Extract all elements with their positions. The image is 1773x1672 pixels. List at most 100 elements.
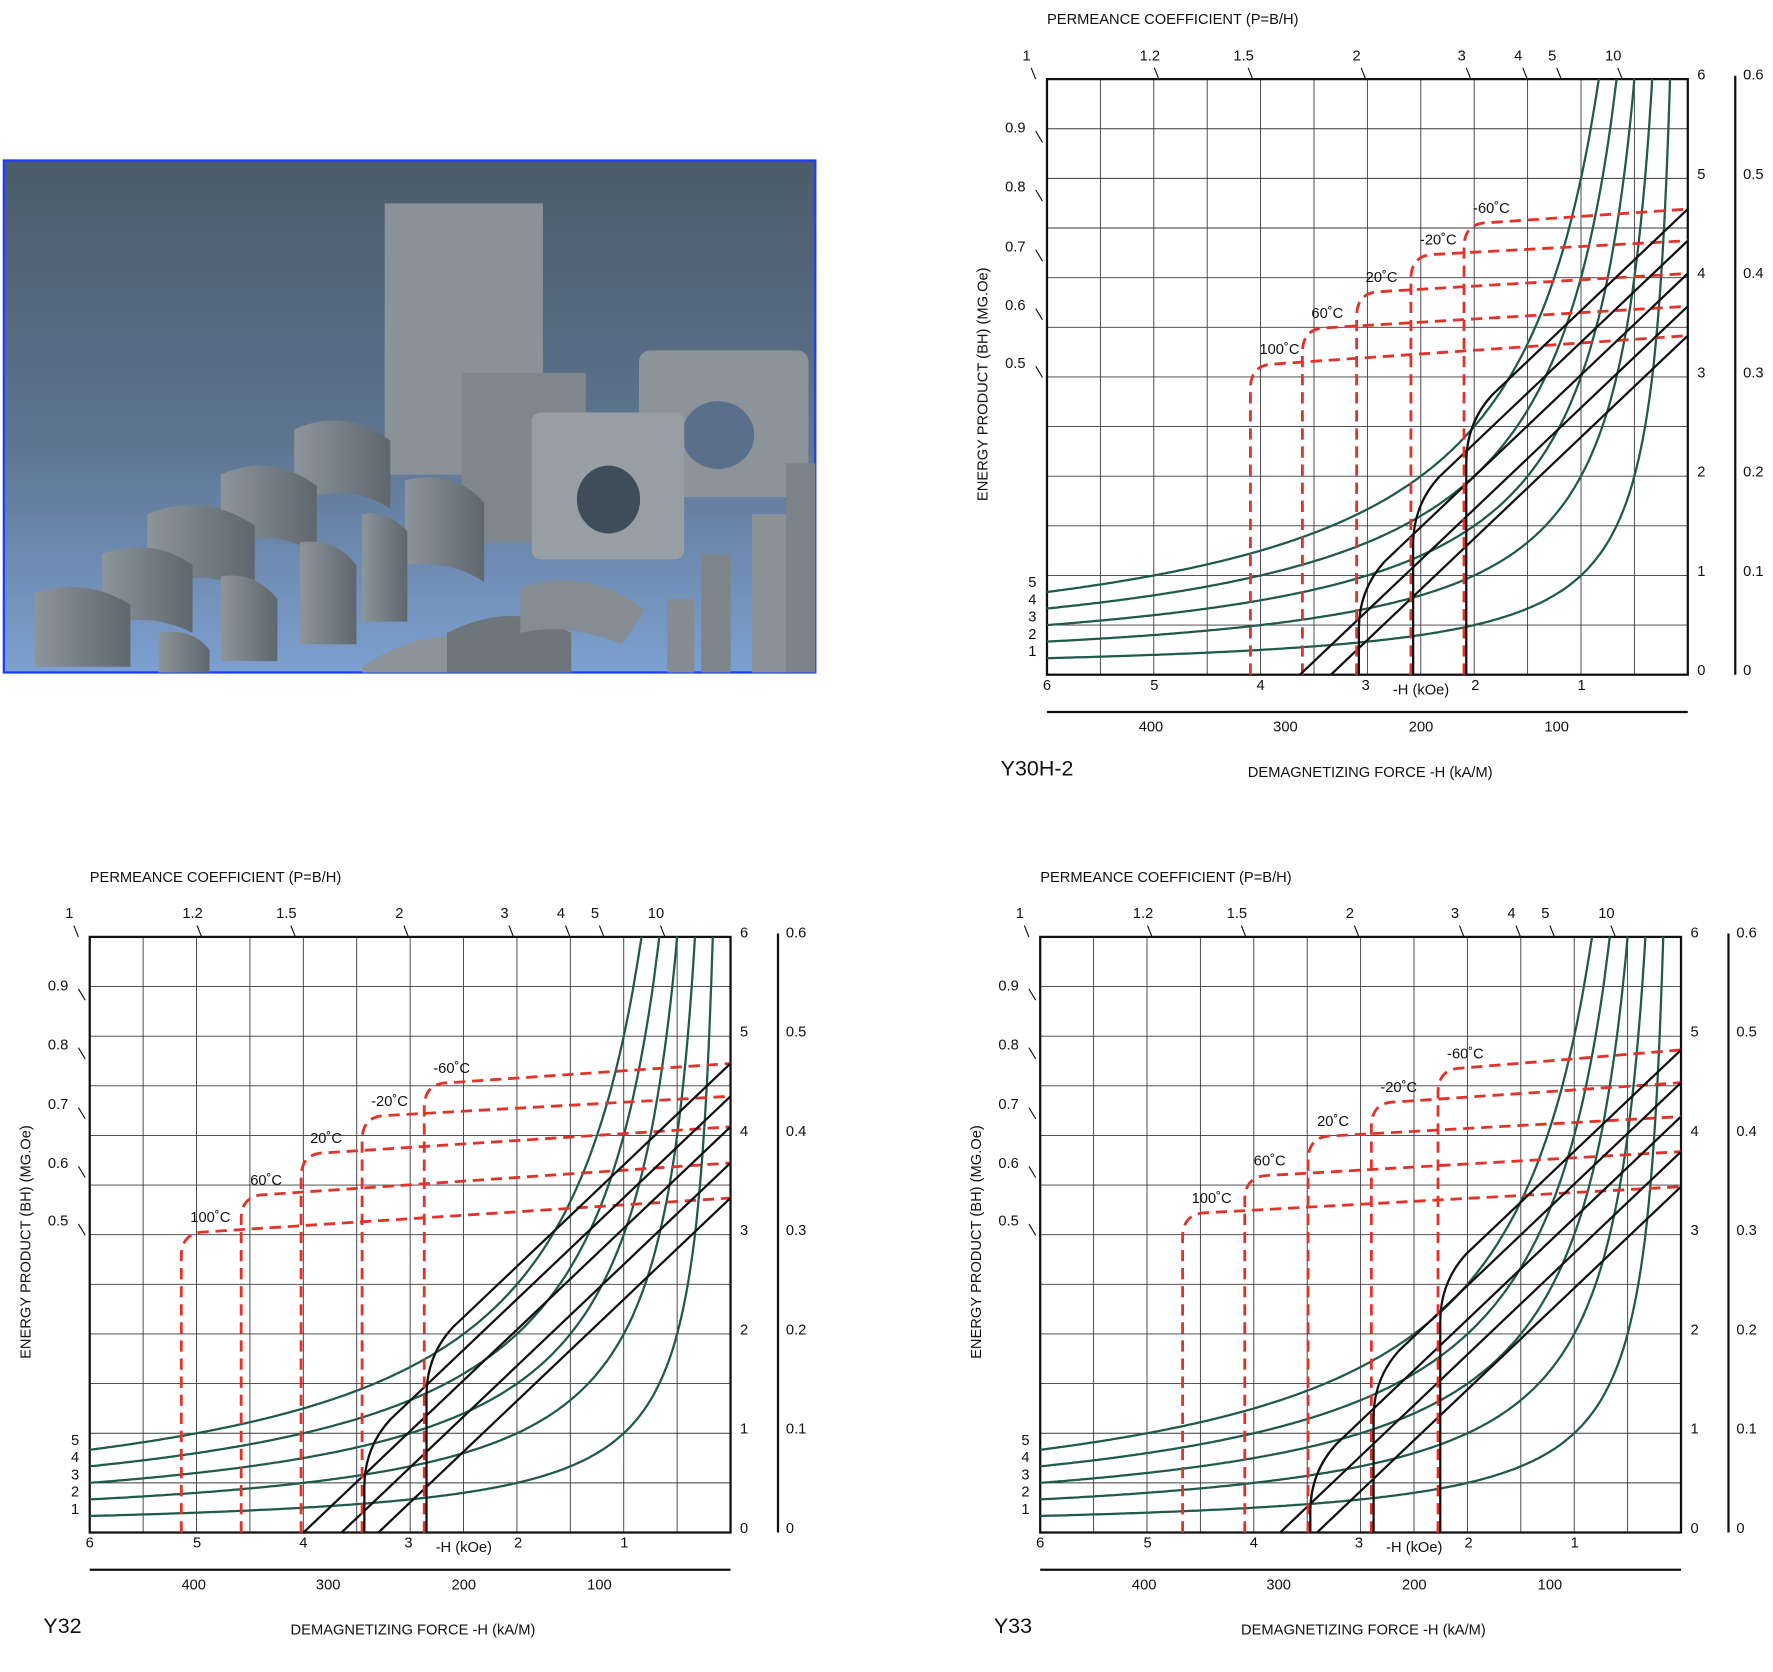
h-koe-tick-label: 1 xyxy=(620,1536,628,1552)
h-kam-tick-label: 200 xyxy=(1409,720,1434,736)
temperature-label: 100˚C xyxy=(1192,1191,1232,1207)
h-kam-tick-label: 100 xyxy=(1538,1578,1563,1594)
temperature-label: 100˚C xyxy=(190,1210,230,1226)
curve-tick-label: 0.7 xyxy=(998,1097,1018,1113)
bh-tick-label: 2 xyxy=(1028,627,1036,643)
permeance-tick-label: 2 xyxy=(395,906,403,922)
x-axis-title: DEMAGNETIZING FORCE -H (kA/M) xyxy=(1241,1623,1486,1639)
b-kg-tick-label: 4 xyxy=(740,1124,748,1140)
h-kam-tick-label: 400 xyxy=(181,1578,206,1594)
bh-tick-label: 1 xyxy=(1028,644,1036,660)
energy-product-curve xyxy=(1040,936,1611,1468)
permeance-tick-label: 2 xyxy=(1353,48,1361,64)
permeance-tick-label: 1 xyxy=(1023,48,1031,64)
permeance-tick xyxy=(1353,925,1360,938)
b-tesla-tick-label: 0.6 xyxy=(1743,68,1763,84)
plot-frame xyxy=(1039,935,1683,1534)
permeance-tick-label: 5 xyxy=(1541,906,1549,922)
b-kg-tick-label: 4 xyxy=(1690,1124,1698,1140)
h-kam-tick-label: 400 xyxy=(1132,1578,1157,1594)
b-tesla-tick-label: 0.5 xyxy=(1743,167,1763,183)
b-kg-tick-label: 1 xyxy=(1690,1422,1698,1438)
b-kg-tick-label: 3 xyxy=(1697,365,1705,381)
h-koe-label: -H (kOe) xyxy=(1386,1540,1442,1556)
b-kg-tick-label: 1 xyxy=(740,1422,748,1438)
bh-tick-label: 1 xyxy=(71,1502,79,1518)
b-kg-tick-label: 1 xyxy=(1697,564,1705,580)
chart: PERMEANCE COEFFICIENT (P=B/H)1 1.2 1.5 2 3 4 5… xyxy=(18,870,806,1639)
curve-tick xyxy=(77,988,86,1001)
h-koe-tick-label: 4 xyxy=(299,1536,307,1552)
plot-frame xyxy=(88,935,732,1534)
permeance-tick xyxy=(1556,67,1562,80)
b-kg-tick-label: 5 xyxy=(1697,167,1705,183)
permeance-tick xyxy=(1147,925,1153,938)
b-kg-tick-label: 4 xyxy=(1697,266,1705,282)
permeance-tick xyxy=(1515,925,1522,938)
b-kg-tick-label: 5 xyxy=(1690,1025,1698,1041)
bh-tick-label: 5 xyxy=(1028,575,1036,591)
b-tesla-tick-label: 0.3 xyxy=(1743,365,1763,381)
x-axis-title: DEMAGNETIZING FORCE -H (kA/M) xyxy=(1248,765,1493,781)
h-koe-tick-label: 2 xyxy=(514,1536,522,1552)
intrinsic-curve xyxy=(1355,272,1688,675)
h-kam-tick-label: 300 xyxy=(1266,1578,1291,1594)
h-koe-tick-label: 3 xyxy=(404,1536,412,1552)
permeance-tick xyxy=(196,925,203,938)
h-kam-tick-label: 200 xyxy=(452,1578,477,1594)
curve-tick-label: 0.9 xyxy=(998,979,1018,995)
h-kam-tick-label: 400 xyxy=(1139,720,1164,736)
permeance-tick-label: 1.5 xyxy=(1233,48,1253,64)
permeance-tick-label: 5 xyxy=(1548,48,1556,64)
permeance-tick-label: 4 xyxy=(1514,48,1522,64)
intrinsic-curve xyxy=(1306,1115,1682,1533)
bh-tick-label: 3 xyxy=(1021,1467,1029,1483)
permeance-tick xyxy=(1030,67,1037,80)
normal-curve xyxy=(363,1095,732,1533)
b-kg-tick-label: 0 xyxy=(1697,663,1705,679)
curve-tick xyxy=(1028,1107,1037,1120)
permeance-tick-label: 1.2 xyxy=(182,906,202,922)
b-tesla-tick-label: 0.3 xyxy=(1736,1223,1756,1239)
h-koe-tick-label: 4 xyxy=(1257,678,1265,694)
permeance-tick xyxy=(1240,925,1247,938)
energy-product-curve xyxy=(1046,78,1600,594)
permeance-tick xyxy=(1522,67,1528,80)
b-tesla-tick-label: 0.4 xyxy=(1736,1124,1756,1140)
permeance-tick xyxy=(1610,925,1616,938)
b-tesla-tick-label: 0.6 xyxy=(786,925,806,941)
curve-tick-label: 0.6 xyxy=(998,1156,1018,1172)
curve-tick-label: 0.5 xyxy=(48,1214,68,1230)
permeance-tick xyxy=(1153,67,1160,80)
curve-tick xyxy=(1028,1223,1037,1236)
normal-curve xyxy=(1309,1115,1682,1533)
temperature-label: 60˚C xyxy=(1254,1154,1286,1170)
h-koe-tick-label: 2 xyxy=(1464,1536,1472,1552)
h-koe-tick-label: 6 xyxy=(1043,678,1051,694)
bh-tick-label: 4 xyxy=(1021,1450,1029,1466)
temperature-label: -60˚C xyxy=(1473,201,1510,217)
b-tesla-tick-label: 0.5 xyxy=(1736,1025,1756,1041)
temperature-label: -60˚C xyxy=(1447,1046,1484,1062)
b-tesla-tick-label: 0.2 xyxy=(786,1322,806,1338)
h-kam-tick-label: 300 xyxy=(1273,720,1298,736)
permeance-tick-label: 10 xyxy=(648,906,664,922)
bh-tick-label: 5 xyxy=(71,1433,79,1449)
permeance-title: PERMEANCE COEFFICIENT (P=B/H) xyxy=(1047,12,1299,28)
bh-tick-label: 2 xyxy=(1021,1485,1029,1501)
h-koe-tick-label: 2 xyxy=(1471,678,1479,694)
b-kg-tick-label: 6 xyxy=(740,925,748,941)
b-kg-tick-label: 5 xyxy=(740,1025,748,1041)
b-tesla-tick-label: 0.2 xyxy=(1743,465,1763,481)
permeance-tick-label: 1.2 xyxy=(1133,906,1153,922)
intrinsic-curve xyxy=(1243,1150,1682,1533)
h-koe-tick-label: 3 xyxy=(1362,678,1370,694)
permeance-tick xyxy=(1458,925,1465,938)
energy-product-curve xyxy=(1040,936,1594,1451)
normal-curve xyxy=(1330,334,1689,676)
h-kam-tick-label: 100 xyxy=(1544,720,1569,736)
grade-name: Y33 xyxy=(994,1614,1032,1638)
permeance-tick-label: 4 xyxy=(1507,906,1515,922)
curve-tick xyxy=(77,1047,86,1060)
